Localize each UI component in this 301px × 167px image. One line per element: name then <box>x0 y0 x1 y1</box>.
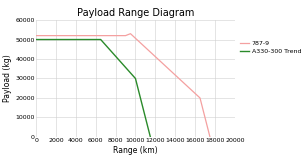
Title: Payload Range Diagram: Payload Range Diagram <box>77 8 194 18</box>
A330-300 Trend <box>149 136 152 138</box>
787-9 <box>34 35 38 37</box>
Line: A330-300 Trend: A330-300 Trend <box>36 40 150 137</box>
A330-300 Trend <box>99 39 103 41</box>
X-axis label: Range (km): Range (km) <box>113 146 158 155</box>
787-9 <box>124 35 127 37</box>
A330-300 Trend <box>34 39 38 41</box>
787-9 <box>198 97 202 99</box>
787-9 <box>129 33 132 35</box>
787-9 <box>208 136 212 138</box>
Y-axis label: Payload (kg): Payload (kg) <box>3 55 12 102</box>
Legend: 787-9, A330-300 Trend: 787-9, A330-300 Trend <box>240 41 301 54</box>
Line: 787-9: 787-9 <box>36 34 210 137</box>
A330-300 Trend <box>134 77 137 79</box>
